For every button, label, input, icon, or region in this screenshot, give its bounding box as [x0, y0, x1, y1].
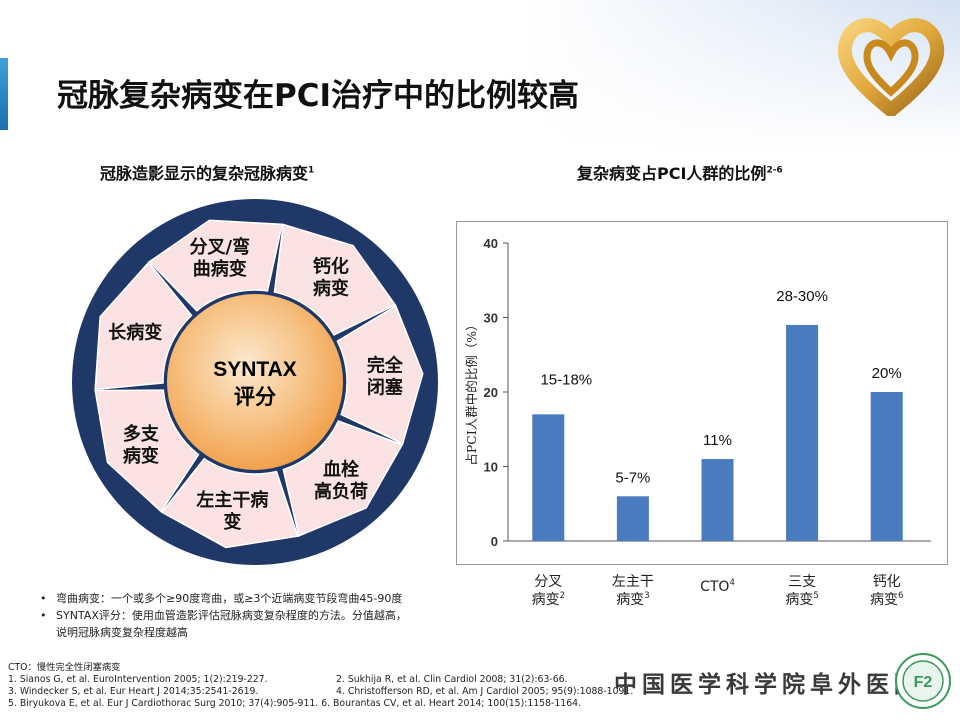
bar-data-label: 15-18%: [540, 371, 592, 388]
right-subtitle-text: 复杂病变占PCI人群的比例: [577, 164, 767, 183]
left-subtitle-sup: 1: [308, 165, 315, 176]
x-category-label: 分叉: [534, 574, 562, 590]
x-category-label: CTO4: [700, 578, 735, 595]
wheel-segment-label: 钙化: [313, 255, 349, 277]
reference-row: 3. Windecker S, et al. Eur Heart J 2014;…: [8, 686, 708, 698]
header-background-fade: [0, 0, 960, 150]
x-category-label: 左主干: [612, 574, 654, 590]
heart-ribbon-logo-icon: [837, 18, 945, 116]
wheel-segment-label: 分叉/弯: [190, 236, 251, 258]
wheel-segment-label: 高负荷: [314, 480, 368, 502]
x-category-sup: 3: [644, 591, 649, 601]
footnote-text: 说明冠脉病变复杂程度越高: [56, 626, 188, 639]
bar: [616, 496, 649, 541]
references: CTO：慢性完全性闭塞病变 1. Sianos G, et al. EuroIn…: [8, 662, 708, 710]
wheel-center: [167, 294, 343, 470]
wheel-segment: [160, 457, 299, 549]
x-category-label: 病变5: [785, 591, 818, 608]
wheel-segment: [282, 420, 404, 537]
x-category-label: 病变6: [870, 591, 903, 608]
bar-data-label: 5-7%: [615, 469, 650, 486]
bar: [786, 324, 819, 541]
x-category-label: 病变3: [616, 591, 649, 608]
wheel-segment-label: 左主干病: [196, 489, 268, 511]
wheel-segment: [336, 304, 424, 445]
reference-row: 5. Biryukova E, et al. Eur J Cardiothora…: [8, 698, 708, 710]
footnote-text: SYNTAX评分：使用血管造影评估冠脉病变复杂程度的方法。分值越高，: [56, 609, 407, 622]
wheel-segment: [94, 261, 193, 391]
bar-data-label: 28-30%: [776, 288, 828, 305]
wheel-center-label: SYNTAX: [213, 358, 297, 381]
reference-item: 4. Christofferson RD, et al. Am J Cardio…: [336, 686, 634, 697]
y-tick-label: 10: [484, 460, 498, 475]
hospital-name: 中国医学科学院阜外医院: [614, 671, 922, 698]
wheel-segment-label: 病变: [313, 277, 349, 299]
bar: [870, 392, 903, 541]
y-tick-label: 20: [484, 385, 498, 400]
bar-data-label: 20%: [872, 365, 902, 382]
reference-row: 1. Sianos G, et al. EuroIntervention 200…: [8, 674, 708, 686]
wheel-segment-label: 多支: [123, 423, 160, 445]
x-category-sup: 4: [729, 578, 734, 588]
x-category-sup: 2: [560, 591, 565, 601]
x-category-sup: 5: [813, 591, 818, 601]
hospital-seal-icon: F2: [895, 653, 951, 709]
wheel-segment-label: 变: [223, 511, 241, 533]
wheel-segment: [148, 219, 284, 312]
title-accent-bar: [0, 58, 8, 130]
y-tick-label: 0: [491, 534, 498, 549]
reference-item: 5. Biryukova E, et al. Eur J Cardiothora…: [8, 698, 581, 709]
wheel-segment-label: 曲病变: [193, 258, 247, 280]
reference-item: 3. Windecker S, et al. Eur Heart J 2014;…: [8, 686, 259, 697]
wheel-segment-label: 完全: [367, 355, 404, 377]
cto-note: CTO：慢性完全性闭塞病变: [8, 662, 121, 673]
reference-item: 1. Sianos G, et al. EuroIntervention 200…: [8, 674, 268, 685]
bar: [532, 414, 565, 541]
right-subtitle: 复杂病变占PCI人群的比例2-6: [577, 160, 783, 184]
y-tick-label: 30: [484, 311, 498, 326]
wheel-center-label: 评分: [234, 386, 276, 409]
footnote-bullet: SYNTAX评分：使用血管造影评估冠脉病变复杂程度的方法。分值越高， 说明冠脉病变…: [38, 607, 498, 641]
wheel-segment-label: 血栓: [323, 458, 359, 480]
left-subtitle-text: 冠脉造影显示的复杂冠脉病变: [100, 164, 309, 183]
reference-item: 2. Sukhija R, et al. Clin Cardiol 2008; …: [336, 674, 568, 685]
wheel-segment-label: 长病变: [108, 322, 162, 344]
left-subtitle: 冠脉造影显示的复杂冠脉病变1: [100, 160, 314, 184]
bar-data-label: 11%: [703, 432, 732, 449]
footnote-bullet: 弯曲病变：一个或多个≥90度弯曲，或≥3个近端病变节段弯曲45-90度: [38, 590, 498, 607]
x-category-sup: 6: [898, 591, 903, 601]
footnote-bullets: 弯曲病变：一个或多个≥90度弯曲，或≥3个近端病变节段弯曲45-90度 SYNTA…: [38, 590, 498, 641]
x-category-label: 病变2: [532, 591, 565, 608]
page-title: 冠脉复杂病变在PCI治疗中的比例较高: [57, 78, 580, 114]
footnote-text: 弯曲病变：一个或多个≥90度弯曲，或≥3个近端病变节段弯曲45-90度: [56, 592, 403, 605]
wheel-segment-label: 病变: [123, 445, 159, 467]
y-axis-title: 占PCI人群中的比例（%）: [464, 318, 479, 465]
wheel-segment: [94, 389, 200, 513]
seal-text: F2: [914, 674, 933, 691]
right-subtitle-sup: 2-6: [766, 165, 783, 176]
x-category-label: 钙化: [873, 574, 901, 590]
x-category-label: 三支: [788, 574, 816, 590]
y-tick-label: 40: [484, 236, 498, 251]
wheel-segment: [273, 223, 397, 336]
wheel-segment-label: 闭塞: [367, 377, 404, 399]
bar: [701, 459, 734, 541]
